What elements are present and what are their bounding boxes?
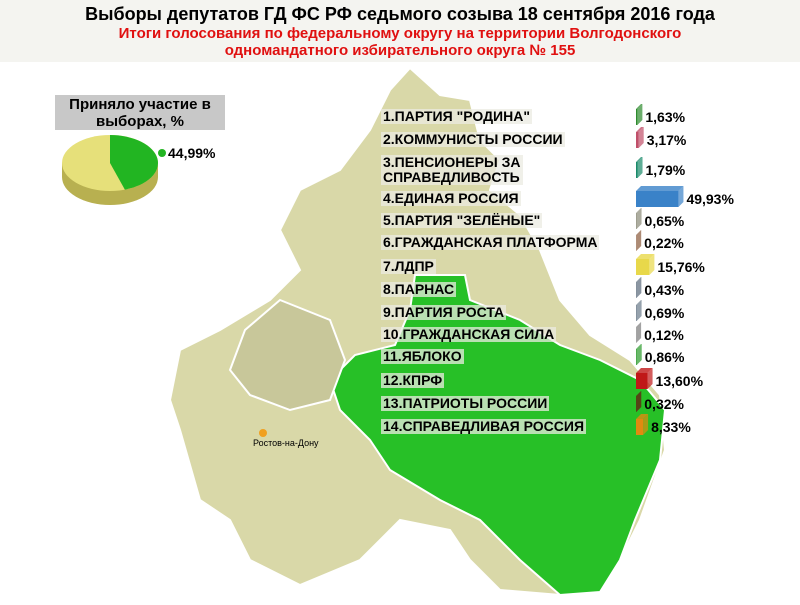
bar bbox=[636, 368, 653, 389]
pie-slice bbox=[110, 135, 159, 190]
bar-side bbox=[636, 344, 642, 365]
category-label: 10.ГРАЖДАНСКАЯ СИЛА bbox=[381, 326, 557, 342]
bar-top bbox=[636, 391, 642, 396]
bar bbox=[636, 186, 684, 207]
bar bbox=[636, 208, 642, 229]
value-label: 0,22% bbox=[644, 235, 684, 251]
bar-top bbox=[636, 368, 653, 373]
bar-side bbox=[678, 186, 684, 207]
value-label: 13,60% bbox=[656, 373, 704, 389]
bar-side bbox=[643, 414, 649, 435]
bar-front bbox=[636, 349, 637, 365]
category-label: 1.ПАРТИЯ "РОДИНА" bbox=[381, 108, 532, 124]
bar-top bbox=[636, 414, 649, 419]
title: Выборы депутатов ГД ФС РФ седьмого созыв… bbox=[85, 4, 715, 24]
bar-front bbox=[636, 259, 650, 275]
bar bbox=[636, 414, 649, 435]
pie-title-bg bbox=[55, 95, 225, 130]
bar-top bbox=[636, 230, 642, 235]
bar-side bbox=[649, 254, 655, 275]
bar-top bbox=[636, 127, 644, 132]
value-label: 0,86% bbox=[645, 349, 685, 365]
bar-front bbox=[636, 132, 639, 148]
value-label: 0,32% bbox=[644, 396, 684, 412]
bar-front bbox=[636, 213, 637, 229]
bar-side bbox=[637, 104, 643, 125]
bar bbox=[636, 344, 642, 365]
category-label: 6.ГРАЖДАНСКАЯ ПЛАТФОРМА bbox=[381, 234, 600, 250]
value-label: 0,12% bbox=[644, 327, 684, 343]
bar-front bbox=[636, 191, 679, 207]
bar bbox=[636, 254, 655, 275]
pie-title: Приняло участие в выборах, % bbox=[69, 96, 211, 130]
city-dot bbox=[259, 429, 267, 437]
bar-top bbox=[636, 300, 642, 305]
category-label: 13.ПАТРИОТЫ РОССИИ bbox=[381, 395, 550, 411]
bar-top bbox=[636, 186, 684, 191]
value-label: 0,65% bbox=[645, 213, 685, 229]
bar-side bbox=[636, 208, 642, 229]
bar bbox=[636, 230, 642, 251]
category-label: 14.СПРАВЕДЛИВАЯ РОССИЯ bbox=[381, 418, 587, 434]
bar-top bbox=[636, 157, 643, 162]
bar-side bbox=[636, 277, 642, 298]
category-label: 3.ПЕНСИОНЕРЫ ЗА СПРАВЕДЛИВОСТЬ bbox=[381, 154, 523, 185]
bar-side bbox=[636, 391, 642, 412]
category-label: 4.ЕДИНАЯ РОССИЯ bbox=[381, 190, 521, 206]
value-label: 1,79% bbox=[646, 162, 686, 178]
bar-side bbox=[636, 230, 642, 251]
bar-front bbox=[636, 109, 638, 125]
bar bbox=[636, 322, 642, 343]
value-label: 0,43% bbox=[644, 282, 684, 298]
bar-top bbox=[636, 208, 642, 213]
category-label: 5.ПАРТИЯ "ЗЕЛЁНЫЕ" bbox=[381, 212, 543, 228]
bar-top bbox=[636, 344, 642, 349]
bar bbox=[636, 391, 642, 412]
bar-front bbox=[636, 305, 637, 321]
category-label: 8.ПАРНАС bbox=[381, 281, 457, 297]
category-label: 11.ЯБЛОКО bbox=[381, 348, 464, 364]
category-label: 2.КОММУНИСТЫ РОССИИ bbox=[381, 131, 565, 147]
bar-side bbox=[647, 368, 653, 389]
bar bbox=[636, 300, 642, 321]
value-label: 49,93% bbox=[686, 191, 734, 207]
pie-dot bbox=[158, 149, 166, 157]
bar-front bbox=[636, 373, 648, 389]
category-label: 9.ПАРТИЯ РОСТА bbox=[381, 304, 507, 320]
bar bbox=[636, 277, 642, 298]
subtitle: Итоги голосования по федеральному округу… bbox=[118, 25, 682, 59]
bar-front bbox=[636, 162, 638, 178]
category-label: 7.ЛДПР bbox=[381, 258, 436, 274]
value-label: 8,33% bbox=[651, 419, 691, 435]
value-label: 15,76% bbox=[657, 259, 705, 275]
bar bbox=[636, 127, 644, 148]
bar bbox=[636, 104, 643, 125]
value-label: 0,69% bbox=[645, 305, 685, 321]
bar-side bbox=[636, 322, 642, 343]
bar-front bbox=[636, 419, 644, 435]
bar-side bbox=[638, 127, 644, 148]
value-label: 1,63% bbox=[645, 109, 685, 125]
bar-top bbox=[636, 254, 655, 259]
bar bbox=[636, 157, 643, 178]
pie-value-label: 44,99% bbox=[168, 145, 216, 161]
bar-side bbox=[636, 300, 642, 321]
bar-top bbox=[636, 104, 643, 109]
city-label: Ростов-на-Дону bbox=[253, 438, 319, 448]
region bbox=[228, 298, 347, 412]
category-label: 12.КПРФ bbox=[381, 372, 445, 388]
bar-top bbox=[636, 322, 642, 327]
header-bg bbox=[0, 0, 800, 62]
bar-top bbox=[636, 277, 642, 282]
value-label: 3,17% bbox=[647, 132, 687, 148]
bar-side bbox=[637, 157, 643, 178]
